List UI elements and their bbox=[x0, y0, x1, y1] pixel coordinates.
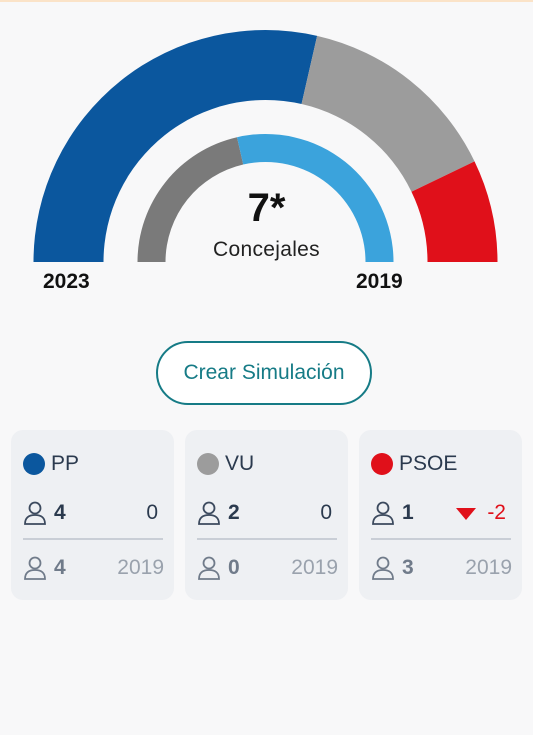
party-name: PP bbox=[51, 452, 80, 475]
person-icon bbox=[24, 556, 46, 580]
party-name: VU bbox=[225, 452, 255, 475]
current-year-label: 2023 bbox=[43, 270, 90, 293]
person-icon bbox=[198, 556, 220, 580]
top-accent-line bbox=[0, 0, 533, 2]
outer-ring-segment-vu bbox=[301, 35, 475, 192]
previous-seat-count: 4 bbox=[54, 556, 66, 579]
party-color-dot bbox=[23, 453, 45, 475]
previous-seat-count: 3 bbox=[402, 556, 414, 579]
previous-seats-row: 3 2019 bbox=[369, 555, 512, 583]
seat-distribution-chart bbox=[33, 30, 498, 262]
party-color-dot bbox=[197, 453, 219, 475]
card-divider bbox=[197, 538, 337, 540]
party-card-pp[interactable]: PP 4 0 4 2019 bbox=[11, 430, 174, 600]
seats-label: Concejales bbox=[213, 238, 320, 261]
seat-count: 4 bbox=[54, 501, 66, 524]
seat-diff: 0 bbox=[320, 501, 332, 524]
seat-count: 2 bbox=[228, 501, 240, 524]
card-divider bbox=[23, 538, 163, 540]
previous-seat-count: 0 bbox=[228, 556, 240, 579]
person-icon bbox=[372, 501, 394, 525]
seat-diff: 0 bbox=[146, 501, 158, 524]
person-icon bbox=[372, 556, 394, 580]
inner-ring-segment-pp bbox=[237, 134, 394, 262]
previous-year: 2019 bbox=[117, 556, 164, 579]
previous-seats-row: 4 2019 bbox=[21, 555, 164, 583]
party-card-vu[interactable]: VU 2 0 0 2019 bbox=[185, 430, 348, 600]
create-simulation-button[interactable]: Crear Simulación bbox=[156, 341, 372, 405]
previous-year-label: 2019 bbox=[356, 270, 403, 293]
outer-ring-segment-psoe bbox=[411, 161, 498, 262]
previous-year: 2019 bbox=[465, 556, 512, 579]
seat-count: 1 bbox=[402, 501, 414, 524]
previous-seats-row: 0 2019 bbox=[195, 555, 338, 583]
decrease-arrow-icon bbox=[456, 508, 476, 520]
total-seats: 7* bbox=[247, 186, 286, 230]
previous-year: 2019 bbox=[291, 556, 338, 579]
current-seats-row: 4 0 bbox=[21, 500, 164, 528]
card-divider bbox=[371, 538, 511, 540]
outer-ring-segment-pp bbox=[33, 30, 318, 262]
inner-ring-segment-psoe bbox=[137, 137, 244, 262]
person-icon bbox=[198, 501, 220, 525]
current-seats-row: 2 0 bbox=[195, 500, 338, 528]
person-icon bbox=[24, 501, 46, 525]
seat-diff: -2 bbox=[487, 501, 506, 524]
party-card-psoe[interactable]: PSOE 1 -2 3 2019 bbox=[359, 430, 522, 600]
party-color-dot bbox=[371, 453, 393, 475]
party-name: PSOE bbox=[399, 452, 458, 475]
current-seats-row: 1 -2 bbox=[369, 500, 512, 528]
